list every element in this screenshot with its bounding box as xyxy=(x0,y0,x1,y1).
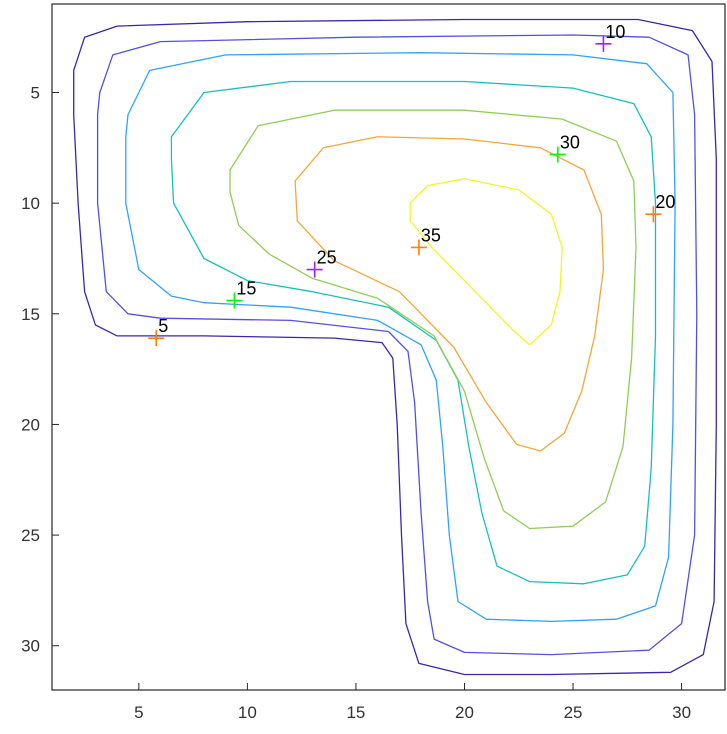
contour-line-30 xyxy=(294,136,605,452)
contour-line-25 xyxy=(229,109,637,530)
y-tick-label-30: 30 xyxy=(21,637,40,656)
x-tick-label-5: 5 xyxy=(134,703,143,722)
level-marker-35 xyxy=(410,239,427,256)
x-tick-label-10: 10 xyxy=(238,703,257,722)
axes-frame xyxy=(51,3,726,691)
x-tick-label-20: 20 xyxy=(455,703,474,722)
level-marker-5 xyxy=(148,330,165,347)
level-label-20: 20 xyxy=(655,192,675,212)
y-tick-label-25: 25 xyxy=(21,526,40,545)
level-label-10: 10 xyxy=(605,22,625,42)
contour-line-15 xyxy=(125,52,676,623)
axis-ticks: 5 10 15 20 25 30 5 10 15 20 25 30 xyxy=(21,84,691,722)
contour-line-20 xyxy=(170,80,657,585)
level-marker-20 xyxy=(645,206,662,223)
level-label-35: 35 xyxy=(421,225,441,245)
x-tick-label-25: 25 xyxy=(564,703,583,722)
level-marker-15 xyxy=(226,292,243,309)
contour-line-35 xyxy=(409,178,563,346)
level-label-25: 25 xyxy=(317,248,337,268)
contour-line-10 xyxy=(96,34,698,656)
level-marker-30 xyxy=(549,146,566,163)
y-tick-label-15: 15 xyxy=(21,305,40,324)
x-tick-label-15: 15 xyxy=(346,703,365,722)
y-tick-label-5: 5 xyxy=(31,84,40,103)
level-marker-10 xyxy=(595,35,612,52)
y-tick-label-10: 10 xyxy=(21,194,40,213)
level-label-15: 15 xyxy=(236,279,256,299)
level-label-5: 5 xyxy=(158,316,168,336)
level-markers: 5 10 15 20 25 30 35 xyxy=(148,22,675,347)
contour-line-5 xyxy=(73,18,717,676)
contour-lines xyxy=(73,18,717,676)
level-marker-25 xyxy=(306,261,323,278)
level-label-30: 30 xyxy=(560,132,580,152)
x-tick-label-30: 30 xyxy=(672,703,691,722)
y-tick-label-20: 20 xyxy=(21,415,40,434)
